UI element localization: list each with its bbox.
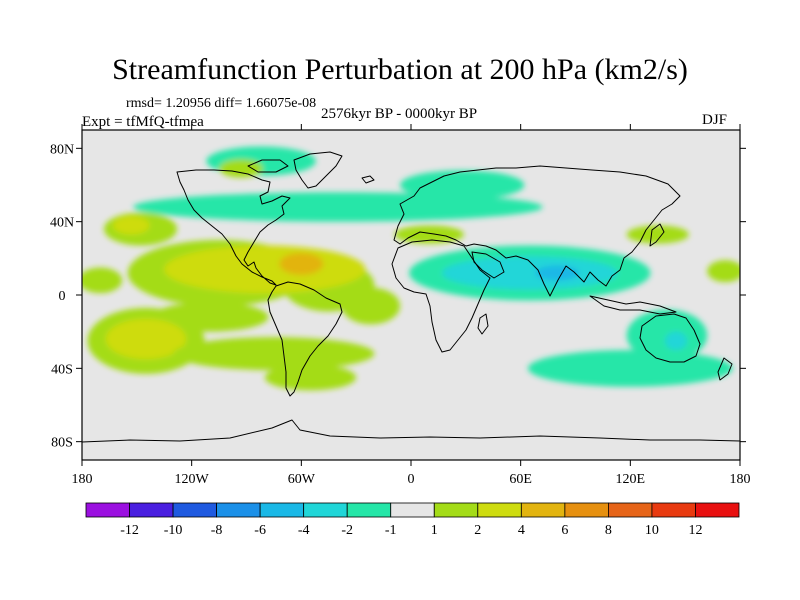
x-tick-label-1: 120W bbox=[175, 472, 210, 487]
colorbar-label-0: -12 bbox=[120, 523, 139, 538]
contour-region-15 bbox=[400, 170, 525, 200]
coastline-africa bbox=[391, 239, 491, 353]
colorbar-swatch-14 bbox=[695, 502, 740, 518]
colorbar-label-5: -2 bbox=[341, 523, 353, 538]
y-tick-label-0: 80N bbox=[50, 142, 74, 157]
colorbar-swatch-6 bbox=[346, 502, 392, 518]
coastline-antarctica bbox=[82, 419, 740, 443]
y-tick-label-4: 80S bbox=[51, 436, 73, 451]
contour-region-1 bbox=[113, 216, 150, 235]
x-tick-label-3: 0 bbox=[408, 472, 415, 487]
x-tick-label-6: 180 bbox=[730, 472, 751, 487]
colorbar-swatch-11 bbox=[564, 502, 609, 518]
chart-title: Streamfunction Perturbation at 200 hPa (… bbox=[112, 53, 688, 86]
contour-region-19 bbox=[442, 256, 618, 290]
coastline-arabia bbox=[471, 251, 505, 279]
colorbar-swatch-3 bbox=[216, 502, 261, 518]
contour-region-6 bbox=[279, 252, 324, 275]
coastline-iceland bbox=[361, 175, 375, 184]
colorbar-label-10: 6 bbox=[561, 523, 568, 538]
colorbar-swatch-12 bbox=[608, 502, 653, 518]
y-tick-label-1: 40N bbox=[50, 216, 74, 231]
colorbar-label-1: -10 bbox=[164, 523, 183, 538]
colorbar-swatch-9 bbox=[477, 502, 522, 518]
contour-region-8 bbox=[341, 287, 401, 325]
coastline-south-america bbox=[267, 281, 343, 397]
coastline-north-america bbox=[176, 169, 291, 286]
contour-region-17 bbox=[394, 225, 465, 244]
coastline-arctic-islands bbox=[247, 159, 289, 173]
axes: 180 120W 60W 0 60E 120E 180 80N 40N 0 40S 80S bbox=[50, 124, 751, 487]
x-tick-label-2: 60W bbox=[288, 472, 316, 487]
x-tick-label-0: 180 bbox=[72, 472, 93, 487]
colorbar-label-9: 4 bbox=[518, 523, 525, 538]
contour-region-22 bbox=[707, 260, 740, 283]
colorbar-swatch-1 bbox=[129, 502, 174, 518]
coastline-greenland bbox=[293, 151, 343, 189]
colorbar-label-12: 10 bbox=[645, 523, 659, 538]
contour-region-10 bbox=[105, 318, 187, 360]
contour-region-20 bbox=[535, 265, 580, 281]
colorbar-swatch-13 bbox=[651, 502, 696, 518]
colorbar-swatch-8 bbox=[433, 502, 479, 518]
season-label: DJF bbox=[702, 112, 728, 128]
colorbar-swatch-0 bbox=[85, 502, 130, 518]
contour-region-13 bbox=[133, 192, 543, 222]
contour-regions bbox=[82, 146, 740, 391]
colorbar-swatch-2 bbox=[172, 502, 217, 518]
contour-region-5 bbox=[164, 245, 366, 294]
contour-region-11 bbox=[173, 337, 375, 371]
y-tick-label-3: 40S bbox=[51, 362, 73, 377]
colorbar-label-6: -1 bbox=[385, 523, 397, 538]
y-tick-label-2: 0 bbox=[59, 289, 66, 304]
colorbar-swatch-4 bbox=[259, 502, 305, 518]
colorbar-label-7: 1 bbox=[431, 523, 438, 538]
colorbar-label-13: 12 bbox=[688, 523, 702, 538]
coastline-new-zealand bbox=[717, 357, 733, 381]
colorbar-swatch-10 bbox=[520, 502, 566, 518]
experiment-label: Expt = tfMfQ-tfmea bbox=[82, 114, 204, 130]
coastline-japan bbox=[649, 223, 665, 247]
stats-label: rmsd= 1.20956 diff= 1.66075e-08 bbox=[126, 96, 317, 111]
contour-region-2 bbox=[82, 267, 123, 294]
period-label: 2576kyr BP - 0000kyr BP bbox=[321, 106, 478, 122]
coastline-indonesia bbox=[589, 295, 677, 315]
colorbar-label-3: -6 bbox=[254, 523, 266, 538]
colorbar-swatch-5 bbox=[303, 502, 348, 518]
coastline-madagascar bbox=[477, 313, 489, 335]
colorbar-label-8: 2 bbox=[474, 523, 481, 538]
colorbar-label-11: 8 bbox=[605, 523, 612, 538]
coastlines bbox=[82, 151, 740, 443]
colorbar-label-4: -4 bbox=[298, 523, 310, 538]
coastline-eurasia bbox=[393, 165, 681, 297]
colorbar: -12 -10 -8 -6 -4 -2 -1 1 2 4 6 8 10 12 bbox=[85, 502, 740, 538]
contour-region-21 bbox=[626, 225, 689, 244]
x-tick-label-5: 120E bbox=[616, 472, 646, 487]
x-tick-label-4: 60E bbox=[509, 472, 532, 487]
contour-region-23 bbox=[527, 350, 733, 387]
colorbar-label-2: -8 bbox=[211, 523, 223, 538]
coastline-australia bbox=[639, 313, 701, 363]
contour-region-12 bbox=[264, 364, 357, 391]
contour-region-25 bbox=[665, 331, 687, 351]
contour-region-24 bbox=[626, 309, 708, 362]
colorbar-swatch-7 bbox=[390, 502, 435, 518]
